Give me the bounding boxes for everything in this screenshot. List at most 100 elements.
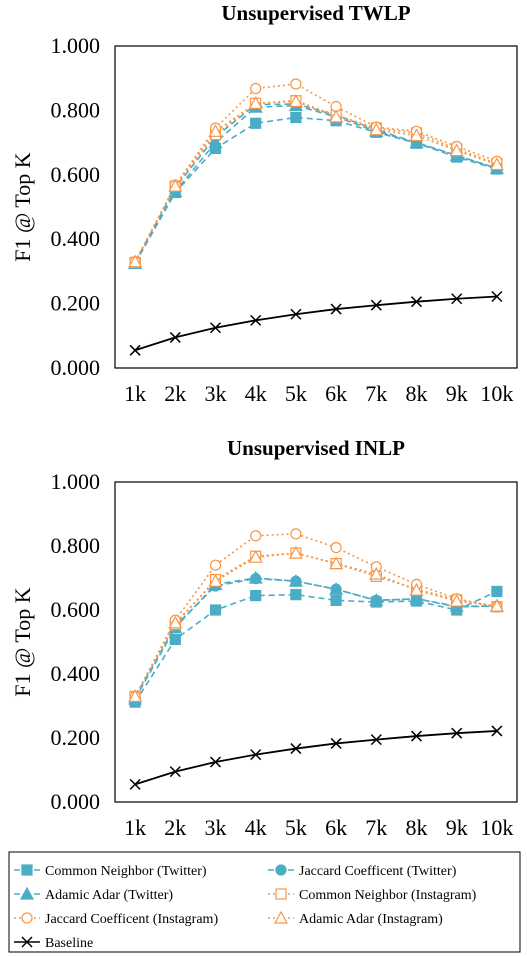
y-tick-label: 0.000 xyxy=(51,789,101,814)
data-point xyxy=(330,541,342,554)
data-point xyxy=(208,124,223,137)
data-point xyxy=(290,308,302,320)
data-point xyxy=(370,734,382,746)
data-point xyxy=(369,566,384,580)
data-point xyxy=(489,598,504,612)
y-tick-label: 0.200 xyxy=(51,725,101,750)
data-point xyxy=(491,725,503,737)
series-path xyxy=(134,100,498,263)
series-line xyxy=(128,98,504,269)
legend-entry: Adamic Adar (Instagram) xyxy=(268,910,443,927)
data-point xyxy=(208,573,223,587)
series-path xyxy=(134,577,497,700)
y-tick-label: 0.800 xyxy=(51,97,101,122)
legend-marker xyxy=(21,912,33,924)
data-point xyxy=(370,299,382,311)
y-tick-label: 0.000 xyxy=(51,355,101,380)
data-point xyxy=(449,593,464,607)
series-line xyxy=(129,78,503,268)
data-point xyxy=(409,135,424,149)
legend-entry: Adamic Adar (Twitter) xyxy=(14,886,173,903)
data-point xyxy=(329,556,344,570)
legend-marker xyxy=(273,910,289,924)
data-point xyxy=(288,545,303,559)
legend-entry: Common Neighbor (Instagram) xyxy=(268,888,477,903)
data-point xyxy=(129,778,141,790)
x-tick-label: 7k xyxy=(365,815,387,840)
series-path xyxy=(134,577,497,698)
data-point xyxy=(250,530,262,542)
data-point xyxy=(290,743,302,755)
series-path xyxy=(134,552,498,697)
series-line xyxy=(128,94,504,268)
legend-marker xyxy=(19,886,35,900)
series-path xyxy=(134,99,498,263)
data-point xyxy=(409,128,424,142)
data-point xyxy=(168,178,183,192)
series-path xyxy=(134,590,498,703)
data-point xyxy=(209,604,222,616)
plot-frame xyxy=(114,481,518,803)
data-point xyxy=(250,82,262,95)
chart-inlp: Unsupervised INLP 0.000 0.200 0.400 0.600 0.8… xyxy=(10,436,518,840)
legend-entry: Common Neighbor (Twitter) xyxy=(14,864,207,879)
x-tick-label: 2k xyxy=(164,815,186,840)
chart-twlp: Unsupervised TWLP 0.000 0.200 0.400 0.600 0.8… xyxy=(10,1,518,406)
data-point xyxy=(288,573,303,587)
data-point xyxy=(290,111,302,124)
series-line xyxy=(129,547,503,703)
legend-label: Common Neighbor (Instagram) xyxy=(299,888,477,903)
data-point xyxy=(208,135,223,149)
data-point xyxy=(330,594,342,607)
legend-box xyxy=(8,851,521,953)
legend-label: Common Neighbor (Twitter) xyxy=(45,864,207,879)
data-point xyxy=(169,331,181,343)
x-tick-label: 1k xyxy=(124,815,146,840)
y-tick-label: 1.000 xyxy=(51,469,101,494)
x-tick-label: 6k xyxy=(325,815,347,840)
x-tick-label: 3k xyxy=(205,381,227,406)
data-point xyxy=(290,528,302,540)
data-point xyxy=(209,559,222,571)
data-point xyxy=(209,322,222,334)
legend-marker xyxy=(21,936,33,948)
x-tick-label: 10k xyxy=(480,815,513,840)
y-axis-label: F1 @ Top K xyxy=(10,152,35,262)
x-tick-label: 1k xyxy=(124,381,146,406)
data-point xyxy=(330,303,342,315)
legend-marker xyxy=(21,864,33,876)
data-point xyxy=(129,344,141,356)
x-tick-label: 2k xyxy=(164,381,186,406)
data-point xyxy=(128,254,143,268)
y-tick-label: 0.200 xyxy=(51,291,101,316)
chart-title: Unsupervised TWLP xyxy=(221,1,410,25)
plot-frame xyxy=(114,45,518,369)
series-line xyxy=(129,111,503,269)
series-path xyxy=(134,116,498,264)
data-point xyxy=(409,582,424,596)
data-point xyxy=(409,591,424,605)
x-tick-label: 9k xyxy=(446,381,468,406)
chart-title: Unsupervised INLP xyxy=(227,436,405,460)
legend-marker xyxy=(275,888,287,900)
series-line xyxy=(129,528,503,703)
data-point xyxy=(250,314,262,326)
legend-entry: Jaccard Coefficent (Instagram) xyxy=(14,912,218,927)
y-tick-label: 0.400 xyxy=(51,661,101,686)
series-path xyxy=(134,730,497,786)
data-point xyxy=(248,570,263,584)
legend-label: Adamic Adar (Twitter) xyxy=(45,888,173,903)
series-path xyxy=(134,533,498,697)
data-point xyxy=(489,157,504,171)
data-point xyxy=(209,756,222,768)
series-line xyxy=(128,570,504,705)
y-axis-label: F1 @ Top K xyxy=(10,587,35,697)
series-line xyxy=(129,725,503,790)
x-tick-label: 4k xyxy=(245,815,267,840)
data-point xyxy=(169,633,181,646)
data-point xyxy=(288,94,303,107)
series-path xyxy=(134,552,498,697)
y-tick-label: 0.600 xyxy=(51,597,101,622)
series-line xyxy=(129,98,503,268)
